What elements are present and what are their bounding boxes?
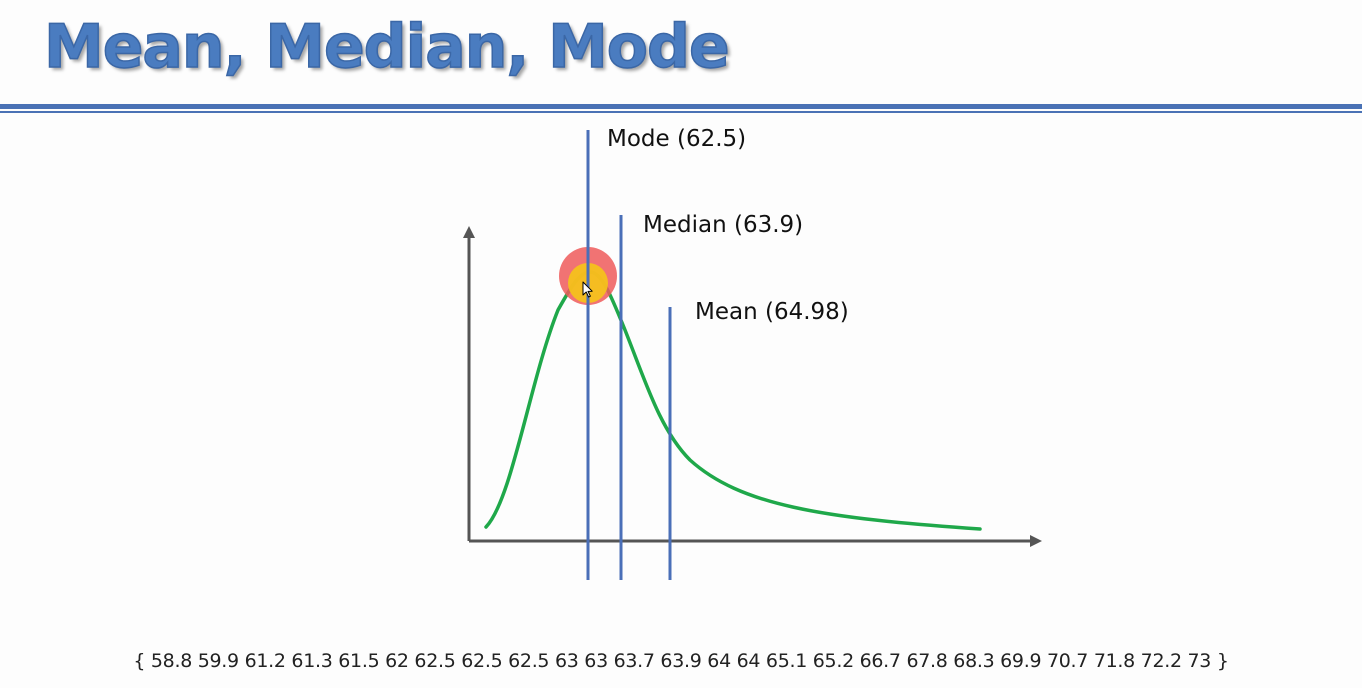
slide-title: Mean, Median, Mode [43,11,730,83]
title-underline [0,104,1362,109]
mean-label: Mean (64.98) [695,299,849,325]
mouse-pointer-icon [582,281,593,298]
mode-label: Mode (62.5) [607,126,746,152]
median-label: Median (63.9) [643,212,803,238]
dataset-values: { 58.8 59.9 61.2 61.3 61.5 62 62.5 62.5 … [133,650,1229,672]
title-underline-thin [0,111,1362,113]
